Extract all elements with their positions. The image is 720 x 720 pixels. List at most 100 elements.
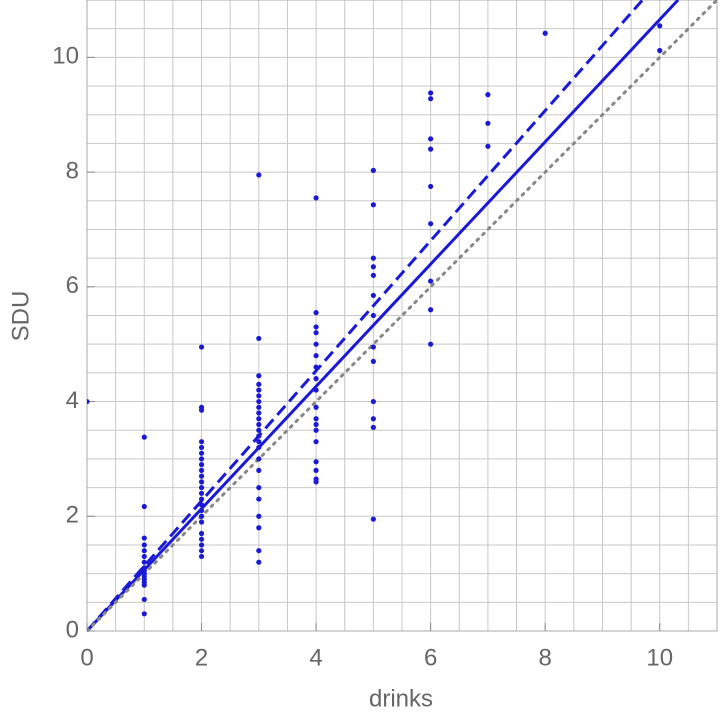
point [198, 462, 205, 468]
point [141, 548, 147, 554]
point [198, 456, 205, 462]
point [256, 548, 262, 554]
point [256, 421, 262, 428]
point [313, 421, 319, 428]
point [256, 433, 262, 439]
point [256, 559, 262, 565]
y-tick-label: 4 [66, 387, 79, 414]
plot-area [87, 0, 718, 632]
point [428, 90, 434, 96]
x-tick-label: 6 [424, 644, 437, 671]
point [313, 195, 319, 201]
x-tick-label: 0 [80, 644, 93, 671]
point [428, 183, 434, 190]
point [313, 427, 319, 433]
point [428, 96, 434, 102]
point [256, 398, 262, 405]
point [370, 292, 376, 299]
y-tick-label: 6 [66, 272, 79, 299]
point [657, 23, 663, 29]
point [256, 387, 262, 393]
point [313, 479, 319, 485]
point [256, 467, 262, 473]
point [370, 398, 376, 405]
point [256, 404, 262, 410]
point [198, 439, 205, 445]
point [198, 484, 205, 491]
point [256, 525, 262, 531]
y-axis-label: SDU [7, 291, 34, 342]
point [256, 373, 262, 379]
point [313, 364, 319, 370]
point [198, 513, 205, 519]
x-tick-label: 10 [646, 644, 673, 671]
point [256, 381, 262, 387]
point [313, 387, 319, 393]
point [313, 467, 319, 473]
point [485, 120, 491, 126]
fit-line [87, 0, 680, 632]
point [313, 330, 319, 336]
point [428, 341, 434, 347]
point [370, 344, 376, 350]
x-tick-label: 4 [309, 644, 322, 671]
fit-line [87, 0, 644, 632]
point [313, 310, 319, 316]
point [141, 503, 147, 510]
point [141, 434, 147, 440]
point [256, 513, 262, 519]
point [485, 143, 491, 149]
point [313, 353, 319, 359]
x-axis-label: drinks [369, 685, 433, 712]
point [313, 459, 319, 465]
point [256, 484, 262, 491]
point [313, 416, 319, 422]
point [370, 312, 376, 319]
point [141, 596, 147, 603]
y-tick-label: 8 [66, 157, 79, 184]
point [370, 424, 376, 430]
plot-frame [86, 0, 718, 632]
point [256, 439, 262, 445]
point [657, 47, 663, 54]
point [256, 172, 262, 178]
point [198, 536, 205, 542]
point [370, 264, 376, 270]
point [256, 496, 262, 502]
fit-line [87, 0, 718, 632]
point [141, 542, 147, 548]
y-tick-label: 0 [66, 616, 79, 643]
point [256, 393, 262, 399]
point [198, 548, 205, 554]
point [428, 146, 434, 152]
point [141, 535, 147, 541]
point [485, 92, 491, 98]
point [141, 582, 147, 588]
point [198, 502, 205, 508]
point [198, 450, 205, 456]
point [198, 542, 205, 548]
point [256, 416, 262, 422]
x-tick-label: 8 [539, 644, 552, 671]
x-tick-label: 2 [195, 644, 208, 671]
point [370, 358, 376, 364]
point [198, 467, 205, 473]
point [87, 398, 90, 405]
point [370, 272, 376, 278]
point [198, 496, 205, 502]
y-tick-label: 10 [52, 43, 79, 70]
point [198, 473, 205, 479]
point [370, 167, 376, 173]
point [256, 410, 262, 416]
point [141, 553, 147, 560]
point [313, 404, 319, 410]
point [256, 427, 262, 433]
point [428, 307, 434, 313]
point [428, 278, 434, 284]
point [198, 444, 205, 451]
point [141, 611, 147, 617]
point [256, 456, 262, 462]
point [198, 530, 205, 537]
point [370, 255, 376, 261]
